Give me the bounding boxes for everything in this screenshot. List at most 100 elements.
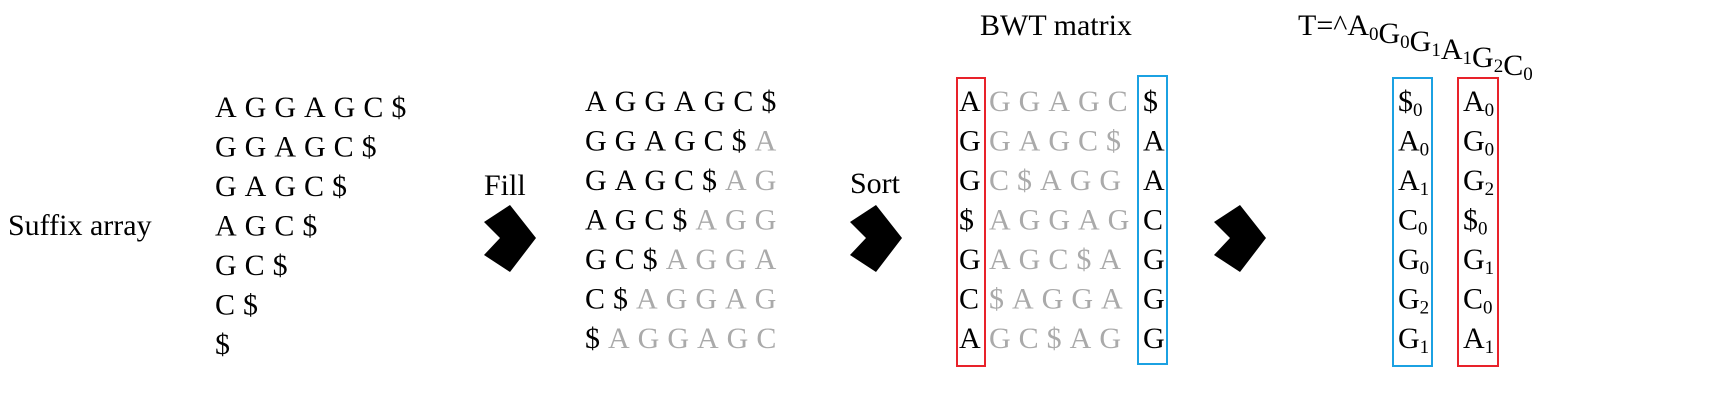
suffix-row: GAGC$ [215, 170, 355, 203]
title-base: A [1441, 33, 1463, 66]
char: A [1398, 124, 1420, 157]
suffix-row: C$ [215, 288, 266, 321]
filled-part: AGGAG [636, 282, 784, 315]
filled-row: GC$AGGA [585, 243, 784, 276]
first-column-entry: G2 [1463, 164, 1494, 200]
filled-row: AGC$AGG [585, 203, 784, 236]
char: $ [1398, 85, 1413, 118]
filled-part: AGGA [666, 243, 785, 276]
title-sub: 1 [1463, 48, 1473, 69]
last-column-entry: $0 [1398, 85, 1423, 121]
suffix-row: AGC$ [215, 209, 325, 242]
filled-row: GAGC$AG [585, 164, 784, 197]
first-char: A [959, 85, 981, 118]
last-char: A [1143, 124, 1165, 157]
suffix-part: $ [585, 322, 608, 355]
subscript: 2 [1485, 179, 1495, 200]
arrow [484, 205, 536, 272]
middle-chars: GAGC$ [989, 124, 1129, 157]
subscript: 0 [1483, 298, 1493, 319]
last-column-entry: G0 [1398, 243, 1429, 279]
char: G [1463, 124, 1485, 157]
subscript: 1 [1420, 179, 1430, 200]
filled-row: AGGAGC$ [585, 85, 784, 118]
subscript: 0 [1420, 258, 1430, 279]
middle-chars: GC$AG [989, 322, 1129, 355]
title-prefix: T=^ [1298, 9, 1347, 42]
last-column-box [1392, 77, 1433, 367]
suffix-part: AGC$ [585, 203, 695, 236]
last-column-entry: C0 [1398, 203, 1428, 239]
filled-part: AG [725, 164, 784, 197]
first-column-box [956, 77, 986, 367]
last-char: A [1143, 164, 1165, 197]
subscript: 0 [1485, 100, 1495, 121]
middle-chars: C$AGG [989, 164, 1129, 197]
char: C [1463, 282, 1483, 315]
suffix-row: $ [215, 328, 238, 361]
text-title: T=^A0G0G1A1G2C0 [1298, 9, 1533, 85]
title-sub: 2 [1494, 56, 1504, 77]
last-column-entry: G1 [1398, 322, 1429, 358]
middle-chars: $AGGA [989, 282, 1131, 315]
subscript: 0 [1420, 140, 1430, 161]
subscript: 0 [1478, 219, 1488, 240]
title-sub: 1 [1431, 40, 1441, 61]
last-column-entry: G2 [1398, 282, 1429, 318]
last-char: $ [1143, 85, 1158, 118]
arrow [850, 205, 902, 272]
filled-part: A [755, 124, 785, 157]
suffix-array-label: Suffix array [8, 209, 152, 242]
bwt-matrix-title: BWT matrix [980, 9, 1132, 42]
title-sub: 0 [1523, 64, 1533, 85]
char: A [1463, 85, 1485, 118]
first-column-entry: A0 [1463, 85, 1494, 121]
suffix-part: C$ [585, 282, 636, 315]
subscript: 0 [1485, 140, 1495, 161]
title-base: A [1347, 9, 1369, 42]
title-base: C [1503, 49, 1523, 82]
char: A [1463, 322, 1485, 355]
suffix-row: GC$ [215, 249, 296, 282]
char: $ [1463, 203, 1478, 236]
arrow [1214, 205, 1266, 272]
suffix-part: GGAGC$ [585, 124, 755, 157]
filled-row: $AGGAGC [585, 322, 784, 355]
first-column-entry: $0 [1463, 203, 1488, 239]
char: C [1398, 203, 1418, 236]
first-char: G [959, 124, 981, 157]
middle-chars: AGC$A [989, 243, 1129, 276]
suffix-part: AGGAGC$ [585, 85, 784, 118]
last-column-box [1137, 75, 1168, 365]
title-base: G [1379, 17, 1401, 50]
last-char: G [1143, 282, 1165, 315]
filled-row: GGAGC$A [585, 124, 784, 157]
suffix-part: GC$ [585, 243, 666, 276]
filled-part: AGGAGC [608, 322, 784, 355]
char: G [1463, 164, 1485, 197]
char: A [1398, 164, 1420, 197]
subscript: 1 [1485, 337, 1495, 358]
middle-chars: AGGAG [989, 203, 1137, 236]
first-char: C [959, 282, 979, 315]
filled-part: AGG [695, 203, 784, 236]
char: G [1398, 243, 1420, 276]
title-base: G [1472, 41, 1494, 74]
last-char: C [1143, 203, 1163, 236]
subscript: 0 [1413, 100, 1423, 121]
fill-label: Fill [484, 169, 526, 202]
filled-row: C$AGGAG [585, 282, 784, 315]
suffix-part: GAGC$ [585, 164, 725, 197]
last-char: G [1143, 322, 1165, 355]
first-column-box [1457, 77, 1499, 367]
char: G [1398, 282, 1420, 315]
first-char: $ [959, 203, 974, 236]
title-sub: 0 [1369, 24, 1379, 45]
title-base: G [1410, 25, 1432, 58]
first-char: G [959, 243, 981, 276]
suffix-row: GGAGC$ [215, 130, 385, 163]
last-column-entry: A1 [1398, 164, 1429, 200]
char: G [1398, 322, 1420, 355]
last-char: G [1143, 243, 1165, 276]
first-column-entry: G0 [1463, 124, 1494, 160]
